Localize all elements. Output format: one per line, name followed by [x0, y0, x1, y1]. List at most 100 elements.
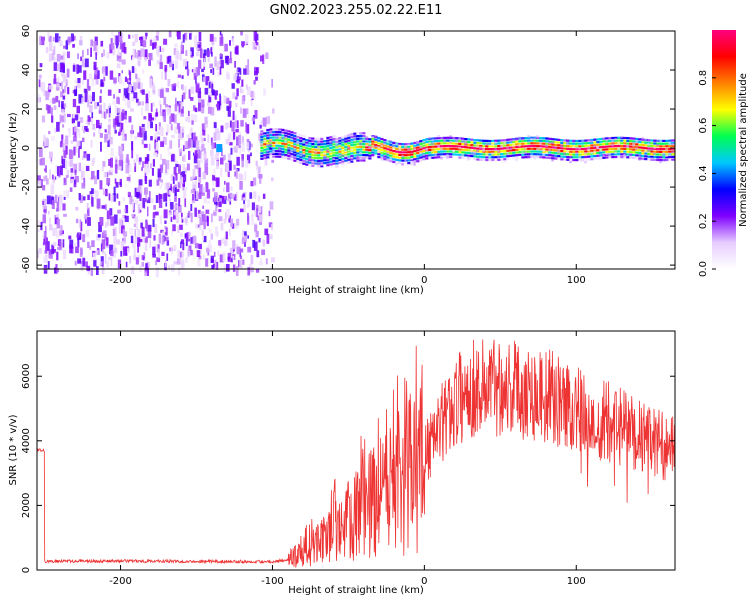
spectrogram-noise-cell — [82, 156, 84, 160]
spectrogram-band-cell — [449, 147, 453, 150]
spectrogram-band-cell — [296, 160, 300, 163]
spectrogram-noise-cell — [140, 237, 145, 243]
spectrogram-band-cell — [443, 145, 447, 148]
spectrogram-band-cell — [317, 163, 320, 166]
spectrogram-noise-cell — [143, 116, 147, 120]
spectrogram-noise-cell — [89, 117, 92, 122]
spectrogram-band-cell — [650, 142, 654, 145]
spectrogram-band-cell — [329, 157, 333, 161]
spectrogram-noise-cell — [182, 183, 185, 187]
spectrogram-noise-cell — [159, 179, 163, 183]
spectrogram-band-cell — [404, 146, 407, 149]
spectrogram-band-cell — [650, 157, 653, 160]
spectrogram-band-cell — [575, 145, 579, 148]
spectrogram-noise-cell — [122, 129, 125, 137]
spectrogram-noise-cell — [224, 180, 226, 185]
spectrogram-noise-cell — [130, 108, 134, 112]
spectrogram-band-cell — [545, 142, 549, 146]
spectrogram-noise-cell — [62, 124, 65, 128]
spectrogram-noise-cell — [120, 250, 123, 257]
spectrogram-band-cell — [584, 155, 588, 159]
spectrogram-band-cell — [476, 152, 480, 156]
spectrogram-noise-cell — [175, 97, 177, 108]
spectrogram-noise-cell — [210, 213, 213, 223]
spectrogram-noise-cell — [172, 224, 176, 232]
spectrogram-band-cell — [662, 156, 666, 159]
spectrogram-band-cell — [299, 145, 303, 148]
spectrogram-band-cell — [434, 140, 438, 143]
spectrogram-noise-cell — [242, 108, 247, 118]
spectrogram-noise-cell — [198, 167, 201, 177]
spectrogram-band-cell — [458, 140, 462, 143]
spectrogram-noise-cell — [49, 99, 53, 103]
spectrogram-band-cell — [392, 158, 396, 161]
spectrogram-band-cell — [413, 158, 417, 161]
spectrogram-noise-cell — [197, 209, 201, 218]
spectrogram-band-cell — [539, 147, 542, 150]
spectrogram-band-cell — [305, 163, 309, 166]
spectrogram-noise-cell — [228, 162, 232, 171]
spectrogram-noise-cell — [255, 160, 258, 166]
spectrogram-band-cell — [551, 138, 555, 141]
spectrogram-noise-cell — [196, 190, 199, 200]
spectrogram-noise-cell — [99, 180, 103, 190]
spectrogram-noise-cell — [60, 91, 63, 98]
spectrogram-band-cell — [350, 144, 354, 147]
spectrogram-noise-cell — [234, 120, 239, 128]
spectrogram-noise-cell — [189, 51, 192, 56]
spectrogram-noise-cell — [134, 33, 138, 43]
spectrogram-noise-cell — [53, 73, 57, 84]
spectrogram-noise-cell — [226, 97, 230, 105]
spectrogram-noise-cell — [225, 231, 228, 240]
spectrogram-band-cell — [449, 150, 453, 153]
spectrogram-noise-cell — [228, 133, 232, 142]
spectrogram-band-cell — [581, 150, 585, 153]
spectrogram-band-cell — [266, 137, 270, 140]
spectrogram-noise-cell — [76, 64, 79, 74]
spectrogram-noise-cell — [63, 103, 67, 108]
spectrogram-band-cell — [314, 140, 318, 143]
spectrogram-noise-cell — [146, 222, 148, 232]
spectrogram-noise-cell — [95, 52, 97, 60]
spectrogram-noise-cell — [137, 132, 141, 138]
spectrogram-band-cell — [605, 152, 608, 156]
spectrogram-band-cell — [281, 150, 285, 153]
spectrogram-band-cell — [572, 146, 575, 149]
spectrogram-noise-cell — [180, 232, 183, 238]
spectrogram-noise-cell — [211, 265, 215, 269]
spectrogram-band-cell — [260, 157, 264, 160]
spectrogram-band-cell — [395, 142, 398, 145]
spectrogram-band-cell — [374, 146, 378, 149]
spectrogram-noise-cell — [174, 160, 178, 166]
spectrogram-noise-cell — [42, 242, 45, 246]
spectrogram-band-cell — [449, 145, 453, 148]
spectrogram-noise-cell — [185, 50, 188, 56]
spectrogram-band-cell — [332, 157, 335, 160]
spectrogram-band-cell — [515, 154, 519, 157]
spectrogram-band-cell — [296, 142, 299, 145]
spectrogram-noise-cell — [108, 159, 111, 166]
spectrogram-band-cell — [476, 158, 480, 161]
spectrogram-band-cell — [452, 147, 456, 150]
spectrogram-noise-cell — [216, 161, 219, 170]
spectrogram-noise-cell — [161, 182, 163, 186]
spectrogram-noise-cell — [247, 267, 250, 276]
spectrogram-noise-cell — [53, 62, 58, 71]
spectrogram-noise-cell — [229, 120, 232, 128]
spectrogram-noise-cell — [269, 234, 273, 240]
spectrogram-band-cell — [500, 147, 504, 150]
spectrogram-noise-cell — [116, 115, 121, 124]
spectrogram-noise-cell — [236, 79, 240, 84]
spectrogram-band-cell — [335, 162, 339, 165]
spectrogram-noise-cell — [204, 116, 208, 125]
spectrogram-noise-cell — [44, 250, 48, 254]
spectrogram-noise-cell — [214, 192, 218, 202]
spectrogram-noise-cell — [235, 148, 238, 153]
spectrogram-band-cell — [311, 137, 315, 140]
spectrogram-band-cell — [587, 139, 591, 142]
spectrogram-noise-cell — [264, 228, 269, 236]
spectrogram-noise-cell — [128, 84, 132, 91]
spectrogram-band-cell — [344, 151, 348, 154]
spectrogram-band-cell — [431, 156, 435, 159]
spectrogram-band-cell — [329, 160, 333, 163]
